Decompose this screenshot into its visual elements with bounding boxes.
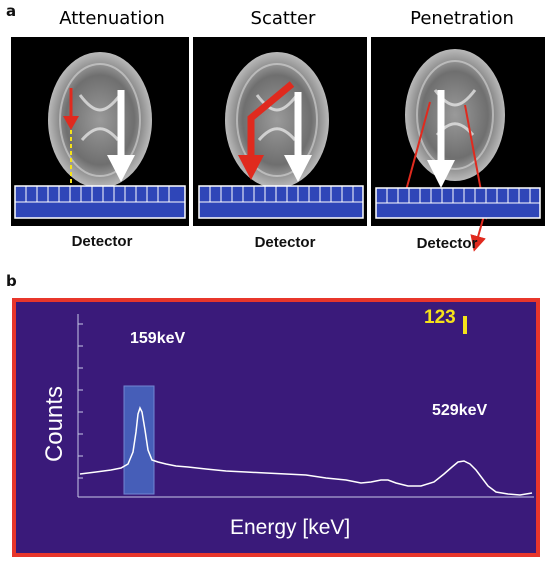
spectrum-panel: [12, 298, 540, 557]
white-arrow-3: [427, 160, 455, 188]
title-scatter: Scatter: [250, 8, 316, 29]
white-arrow-1: [107, 155, 135, 182]
panel-letter-a: a: [6, 2, 17, 20]
detector-label-2: Detector: [254, 234, 316, 251]
x-axis-label: Energy [keV]: [230, 516, 351, 539]
mri-panel-attenuation: [11, 37, 189, 226]
brain-scan-1: [48, 52, 152, 188]
spectrum-curve: [79, 406, 533, 496]
mri-panel-penetration: [371, 37, 545, 252]
mri-panel-scatter: [193, 37, 367, 226]
brain-scan-3: [405, 49, 505, 181]
mri-diagram: [11, 37, 545, 252]
y-ticks: [78, 323, 83, 479]
detector-label-3: Detector: [416, 235, 478, 252]
photopeak-window: [123, 385, 155, 495]
title-penetration: Penetration: [410, 8, 514, 29]
title-attenuation: Attenuation: [59, 8, 165, 29]
brain-scan-2: [225, 52, 329, 188]
detector-label-1: Detector: [71, 233, 133, 250]
red-arrow-penetration-left: [398, 101, 431, 206]
white-arrow-2: [284, 155, 312, 182]
spectrum-plot: [77, 314, 534, 498]
peak-label-529: 529keV: [432, 402, 488, 419]
y-axis-label: Counts: [41, 385, 68, 463]
peak-label-159: 159keV: [130, 330, 186, 347]
yellow-marker: [463, 316, 467, 334]
panel-letter-b: b: [6, 272, 17, 290]
red-arrow-scatter: [247, 81, 295, 160]
counter-value: 123: [424, 307, 456, 328]
